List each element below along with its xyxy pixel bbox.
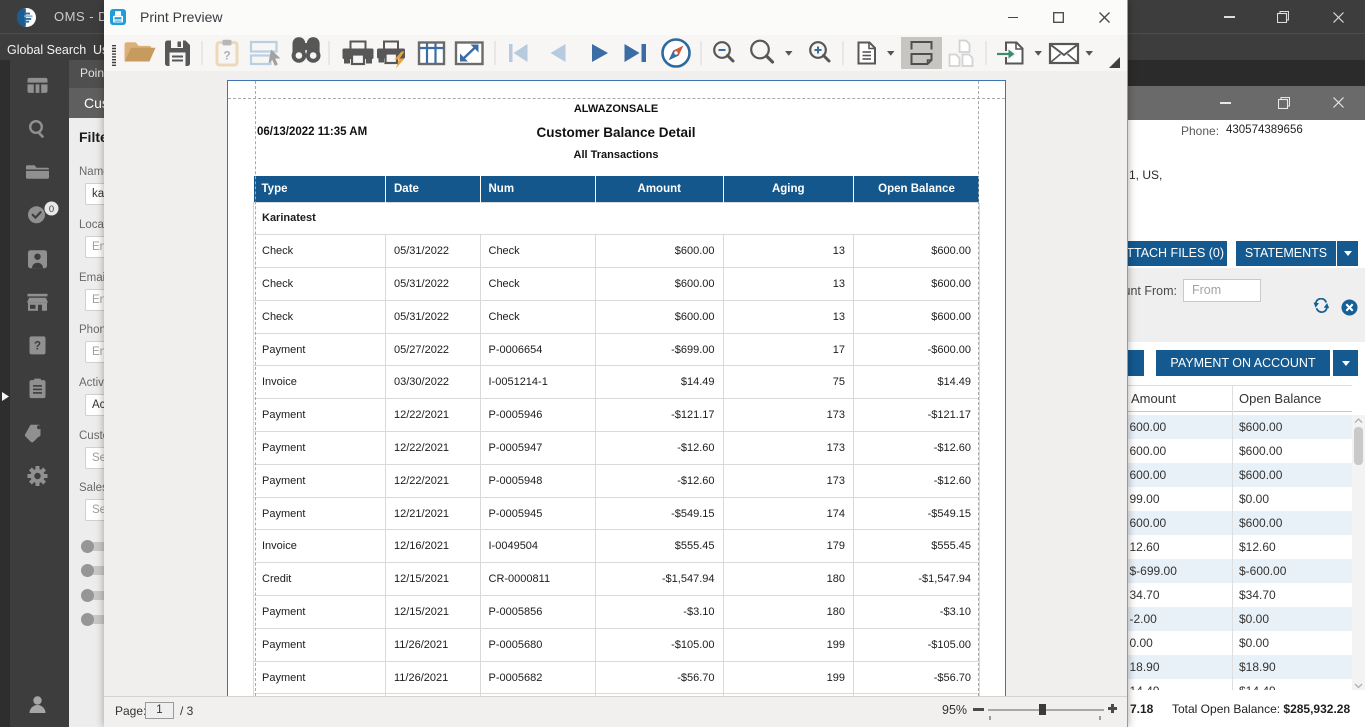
svg-text:?: ? [34,341,41,353]
svg-text:?: ? [223,49,230,63]
svg-text:0: 0 [49,204,54,215]
